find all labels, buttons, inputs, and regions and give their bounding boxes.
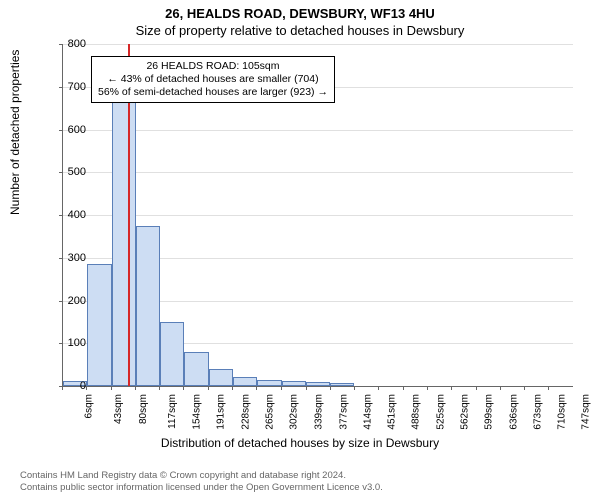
x-tick-labels: 6sqm 43sqm 80sqm 117sqm 154sqm 191sqm 228sqm 26… bbox=[62, 386, 572, 436]
y-tick: 100 bbox=[46, 337, 86, 349]
x-tick: 599sqm bbox=[484, 394, 495, 430]
title-subtitle: Size of property relative to detached ho… bbox=[0, 21, 600, 38]
x-tick: 228sqm bbox=[240, 394, 251, 430]
annotation-line2: ← 43% of detached houses are smaller (70… bbox=[98, 73, 328, 86]
x-tick: 710sqm bbox=[557, 394, 568, 430]
histogram-bar bbox=[184, 352, 208, 386]
x-tick: 488sqm bbox=[411, 394, 422, 430]
annotation-line1: 26 HEALDS ROAD: 105sqm bbox=[98, 60, 328, 73]
x-tick: 673sqm bbox=[532, 394, 543, 430]
x-tick: 525sqm bbox=[435, 394, 446, 430]
x-tick: 562sqm bbox=[460, 394, 471, 430]
title-address: 26, HEALDS ROAD, DEWSBURY, WF13 4HU bbox=[0, 0, 600, 21]
x-tick: 636sqm bbox=[508, 394, 519, 430]
histogram-bar bbox=[160, 322, 184, 386]
x-tick: 339sqm bbox=[313, 394, 324, 430]
chart-container: 26, HEALDS ROAD, DEWSBURY, WF13 4HU Size… bbox=[0, 0, 600, 500]
histogram-bar bbox=[87, 264, 111, 386]
footer-line1: Contains HM Land Registry data © Crown c… bbox=[20, 470, 383, 482]
annotation-line3: 56% of semi-detached houses are larger (… bbox=[98, 86, 328, 99]
x-tick: 451sqm bbox=[387, 394, 398, 430]
footer-attribution: Contains HM Land Registry data © Crown c… bbox=[20, 470, 383, 494]
footer-line2: Contains public sector information licen… bbox=[20, 482, 383, 494]
y-tick: 300 bbox=[46, 252, 86, 264]
histogram-bar bbox=[136, 226, 160, 386]
y-tick: 800 bbox=[46, 38, 86, 50]
x-tick: 377sqm bbox=[338, 394, 349, 430]
x-tick: 302sqm bbox=[289, 394, 300, 430]
histogram-bar bbox=[209, 369, 233, 386]
x-tick: 265sqm bbox=[265, 394, 276, 430]
histogram-bar bbox=[233, 377, 257, 386]
plot-area: 26 HEALDS ROAD: 105sqm ← 43% of detached… bbox=[62, 44, 573, 387]
x-axis-label: Distribution of detached houses by size … bbox=[0, 436, 600, 450]
x-tick: 6sqm bbox=[83, 394, 94, 418]
x-tick: 117sqm bbox=[167, 394, 178, 429]
x-tick: 747sqm bbox=[581, 394, 592, 430]
x-tick: 414sqm bbox=[362, 394, 373, 430]
x-tick: 80sqm bbox=[138, 394, 149, 424]
annotation-box: 26 HEALDS ROAD: 105sqm ← 43% of detached… bbox=[91, 56, 335, 103]
x-tick: 191sqm bbox=[216, 394, 227, 430]
x-tick: 43sqm bbox=[113, 394, 124, 424]
y-tick: 500 bbox=[46, 166, 86, 178]
y-axis-label: Number of detached properties bbox=[8, 50, 22, 215]
y-tick: 700 bbox=[46, 81, 86, 93]
y-tick: 600 bbox=[46, 124, 86, 136]
histogram-bar bbox=[112, 87, 136, 386]
y-tick: 400 bbox=[46, 209, 86, 221]
y-tick: 200 bbox=[46, 295, 86, 307]
x-tick: 154sqm bbox=[192, 394, 203, 430]
